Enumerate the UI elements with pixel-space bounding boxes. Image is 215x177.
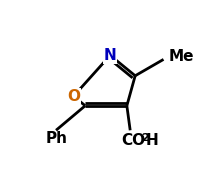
Text: CO: CO [121,133,145,148]
Text: 2: 2 [141,133,149,143]
Text: Ph: Ph [46,131,68,146]
Text: O: O [67,89,80,104]
Text: N: N [104,48,117,63]
Text: H: H [146,133,159,148]
Text: Me: Me [169,49,194,64]
